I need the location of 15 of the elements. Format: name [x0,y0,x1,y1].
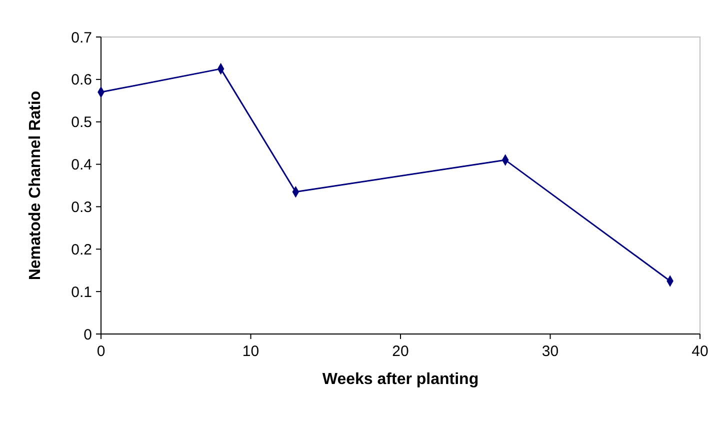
y-tick-label: 0 [84,326,92,344]
y-tick-label: 0.3 [71,198,92,216]
x-axis-title: Weeks after planting [322,371,479,388]
y-tick-label: 0.7 [71,29,92,46]
x-tick-label: 30 [542,343,559,360]
y-tick-label: 0.1 [71,284,92,301]
y-tick-label: 0.5 [71,114,92,132]
x-tick-label: 10 [242,343,260,360]
y-tick-label: 0.4 [71,156,92,174]
y-axis-title: Nematode Channel Ratio [27,90,44,280]
x-tick-label: 20 [392,343,409,360]
y-tick-label: 0.6 [71,72,92,89]
y-tick-label: 0.2 [71,241,92,258]
x-tick-label: 40 [692,343,708,360]
x-tick-label: 0 [96,343,106,360]
